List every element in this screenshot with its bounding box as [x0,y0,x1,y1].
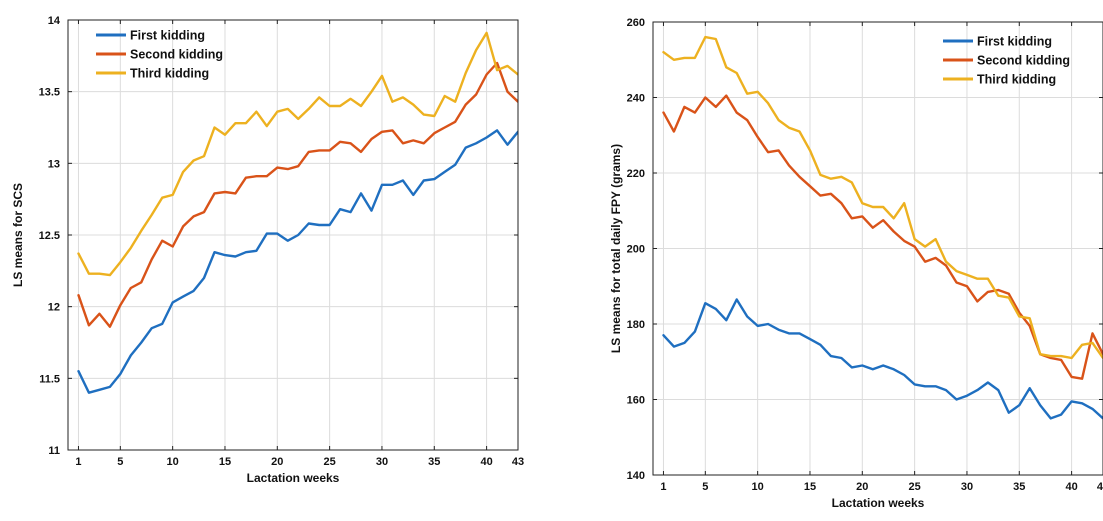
x-tick-label: 35 [1013,481,1025,493]
x-tick-label: 40 [1065,481,1077,493]
x-tick-label: 30 [961,481,973,493]
y-tick-label: 220 [627,168,645,180]
y-tick-label: 160 [627,395,645,407]
y-tick-label: 200 [627,244,645,256]
series-line-first-kidding [79,130,519,392]
x-tick-label: 15 [804,481,816,493]
y-axis-label: LS means for total daily FPY (grams) [609,144,623,353]
x-tick-label: 10 [167,456,179,468]
x-tick-label: 5 [117,456,123,468]
y-tick-label: 240 [627,93,645,105]
legend-label: Second kidding [977,54,1070,68]
x-tick-label: 20 [856,481,868,493]
legend-label: Second kidding [130,48,223,62]
x-tick-label: 25 [909,481,921,493]
fpy-line-chart: 151015202530354043140160180200220240260L… [590,0,1103,516]
x-tick-label: 10 [752,481,764,493]
series-group [664,37,1103,418]
legend-label: Third kidding [977,73,1056,87]
x-tick-label: 1 [660,481,666,493]
y-axis-label: LS means for SCS [11,183,25,287]
y-tick-label: 12 [48,302,60,314]
x-tick-label: 15 [219,456,231,468]
x-tick-label: 25 [324,456,336,468]
legend-label: First kidding [130,29,205,43]
x-tick-label: 43 [1097,481,1103,493]
x-tick-label: 20 [271,456,283,468]
legend-label: First kidding [977,35,1052,49]
legend: First kidding Second kidding Third kidding [96,29,223,81]
fpy-chart-panel: 151015202530354043140160180200220240260L… [590,0,1103,516]
x-tick-label: 30 [376,456,388,468]
x-tick-label: 43 [512,456,524,468]
y-tick-label: 260 [627,17,645,29]
x-tick-label: 1 [75,456,81,468]
y-tick-label: 11 [48,445,60,457]
series-line-first-kidding [664,300,1103,419]
x-tick-label: 40 [480,456,492,468]
legend-label: Third kidding [130,67,209,81]
y-tick-label: 140 [627,470,645,482]
series-line-second-kidding [664,96,1103,379]
x-tick-label: 5 [702,481,708,493]
x-axis-label: Lactation weeks [832,496,925,510]
x-axis-label: Lactation weeks [247,471,340,485]
y-tick-label: 14 [48,15,61,27]
y-tick-label: 13 [48,158,60,170]
y-tick-label: 180 [627,319,645,331]
y-tick-label: 11.5 [39,373,60,385]
y-tick-label: 12.5 [39,230,60,242]
series-group [79,33,519,393]
legend: First kidding Second kidding Third kidding [943,35,1070,87]
x-tick-label: 35 [428,456,440,468]
y-tick-label: 13.5 [39,87,60,99]
series-line-second-kidding [79,63,519,327]
